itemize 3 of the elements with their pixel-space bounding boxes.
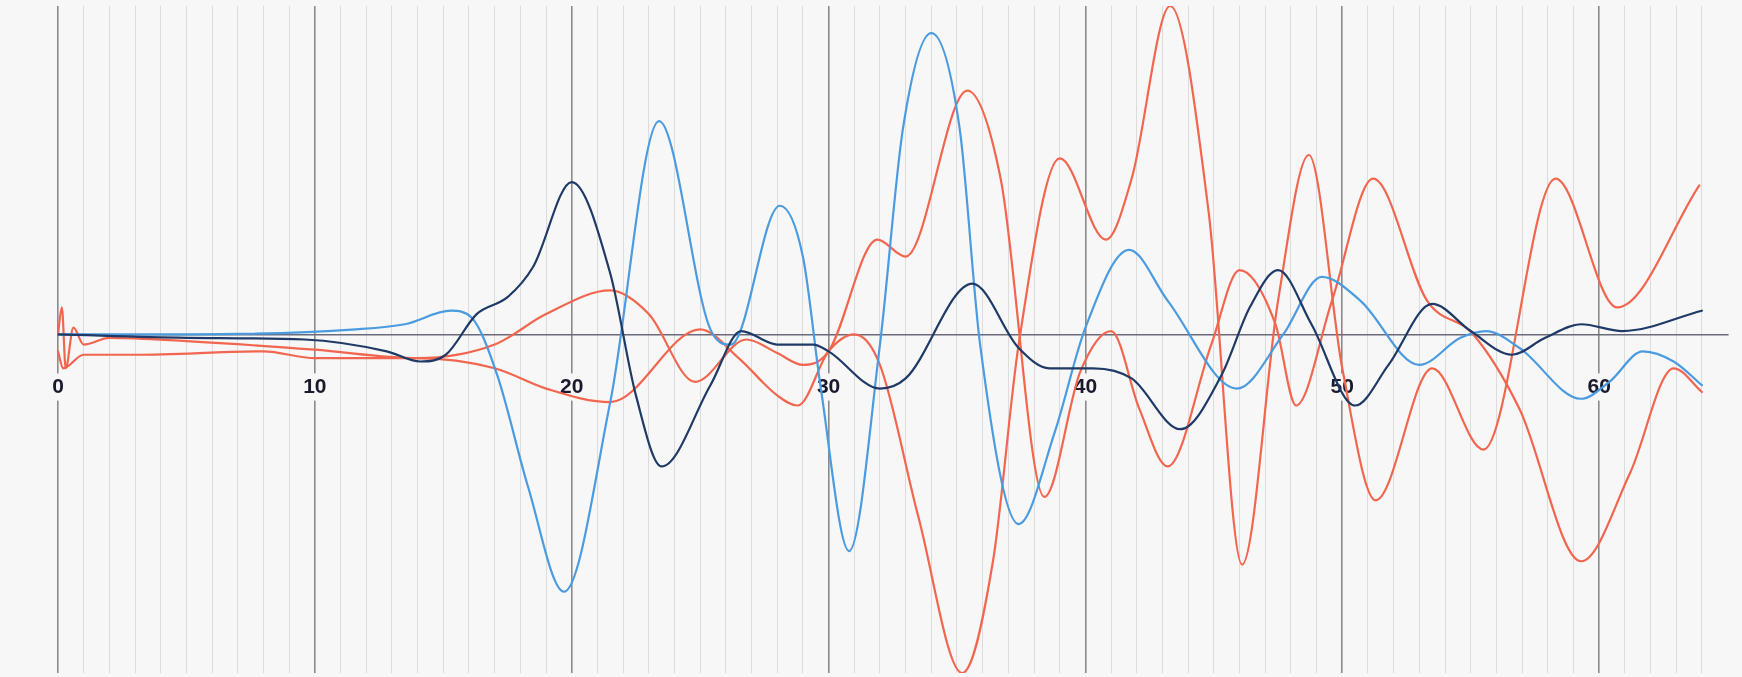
x-tick-label: 10 [303, 373, 327, 397]
x-tick-label: 20 [560, 373, 584, 397]
x-tick-label: 0 [52, 373, 64, 397]
